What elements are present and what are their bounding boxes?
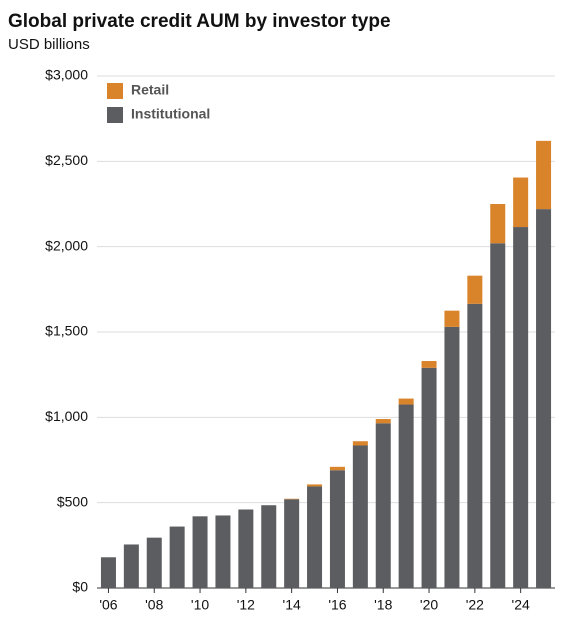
bar-segment [307, 484, 323, 487]
bar-segment [238, 509, 254, 588]
bar-segment [329, 470, 345, 588]
x-tick-label: '24 [512, 597, 530, 613]
bar-segment [215, 515, 231, 588]
bar-segment [146, 537, 162, 588]
bar-segment [375, 423, 391, 588]
x-tick-label: '20 [420, 597, 438, 613]
bar-segment [169, 526, 185, 588]
x-tick-label: '06 [99, 597, 117, 613]
bar-segment [398, 398, 414, 405]
bar-segment [375, 419, 391, 424]
bar-segment [490, 243, 506, 588]
bar-segment [444, 326, 460, 588]
y-tick-label: $1,000 [45, 408, 88, 424]
bar-segment [284, 498, 300, 500]
bar-segment [490, 204, 506, 244]
legend-label: Retail [131, 82, 169, 98]
bar-segment [352, 441, 368, 446]
chart-subtitle: USD billions [8, 36, 90, 53]
y-tick-label: $1,500 [45, 323, 88, 339]
x-tick-label: '14 [283, 597, 301, 613]
y-tick-label: $0 [72, 579, 88, 595]
chart-title: Global private credit AUM by investor ty… [8, 11, 391, 32]
bar-segment [329, 466, 345, 471]
x-tick-label: '22 [466, 597, 484, 613]
legend-swatch [107, 107, 123, 123]
bar-segment [398, 404, 414, 588]
x-tick-label: '16 [328, 597, 346, 613]
y-tick-label: $500 [57, 493, 88, 509]
bar-segment [467, 303, 483, 588]
bar-segment [421, 361, 437, 368]
bar-segment [536, 140, 552, 210]
x-tick-label: '10 [191, 597, 209, 613]
y-tick-label: $3,000 [45, 67, 88, 83]
bar-segment [100, 557, 116, 588]
bar-segment [352, 445, 368, 588]
y-tick-label: $2,000 [45, 237, 88, 253]
bar-segment [284, 499, 300, 588]
bar-segment [513, 177, 529, 228]
y-tick-label: $2,500 [45, 152, 88, 168]
bar-segment [444, 310, 460, 327]
bar-segment [123, 544, 139, 588]
x-tick-label: '18 [374, 597, 392, 613]
bar-segment [192, 516, 208, 588]
legend-swatch [107, 83, 123, 99]
bar-segment [261, 505, 277, 588]
bar-segment [307, 486, 323, 588]
bar-segment [421, 367, 437, 588]
bar-segment [513, 227, 529, 589]
bar-segment [536, 209, 552, 588]
legend-label: Institutional [131, 106, 210, 122]
x-tick-label: '12 [237, 597, 255, 613]
x-tick-label: '08 [145, 597, 163, 613]
bar-segment [467, 275, 483, 304]
